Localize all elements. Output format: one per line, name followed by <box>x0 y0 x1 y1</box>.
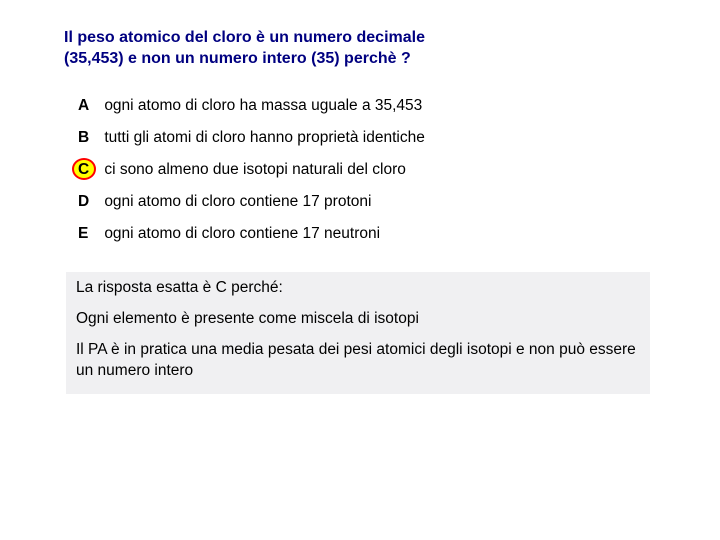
option-text-a: ogni atomo di cloro ha massa uguale a 35… <box>104 97 422 114</box>
option-text-b: tutti gli atomi di cloro hanno proprietà… <box>104 129 425 146</box>
option-text-d: ogni atomo di cloro contiene 17 protoni <box>104 193 371 210</box>
option-c: C ci sono almeno due isotopi naturali de… <box>78 160 656 180</box>
slide-content: Il peso atomico del cloro è un numero de… <box>0 0 720 394</box>
option-letter-a: A <box>78 96 100 116</box>
option-text-e: ogni atomo di cloro contiene 17 neutroni <box>104 225 380 242</box>
answer-line-1: La risposta esatta è C perché: <box>76 278 640 299</box>
option-a: A ogni atomo di cloro ha massa uguale a … <box>78 96 656 116</box>
option-d: D ogni atomo di cloro contiene 17 proton… <box>78 192 656 212</box>
option-letter-d: D <box>78 192 100 212</box>
option-text-c: ci sono almeno due isotopi naturali del … <box>104 161 406 178</box>
option-letter-e: E <box>78 224 100 244</box>
answer-line-2: Ogni elemento è presente come miscela di… <box>76 309 640 330</box>
answer-explanation-box: La risposta esatta è C perché: Ogni elem… <box>66 272 650 394</box>
option-letter-c: C <box>78 160 100 180</box>
option-letter-b: B <box>78 128 100 148</box>
options-list: A ogni atomo di cloro ha massa uguale a … <box>64 96 656 245</box>
question-line2: (35,453) e non un numero intero (35) per… <box>64 50 411 67</box>
question-line1: Il peso atomico del cloro è un numero de… <box>64 29 425 46</box>
option-b: B tutti gli atomi di cloro hanno proprie… <box>78 128 656 148</box>
answer-line-3: Il PA è in pratica una media pesata dei … <box>76 340 640 382</box>
option-e: E ogni atomo di cloro contiene 17 neutro… <box>78 224 656 244</box>
question-text: Il peso atomico del cloro è un numero de… <box>64 28 656 70</box>
